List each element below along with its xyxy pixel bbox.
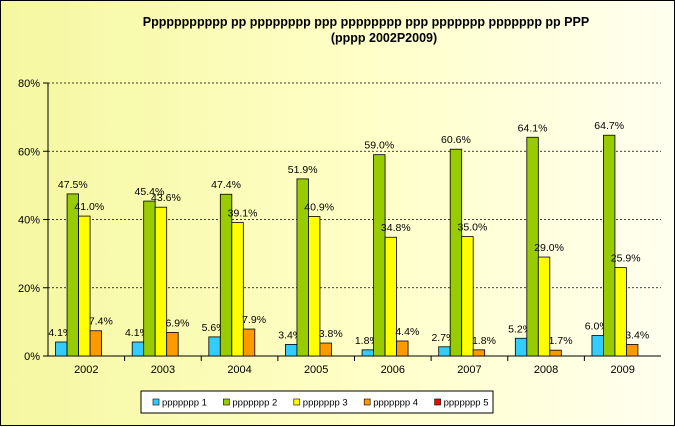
legend-box xyxy=(140,390,494,414)
data-label: 4.1% xyxy=(125,327,149,339)
x-tick-label: 2008 xyxy=(534,364,558,376)
legend-swatch xyxy=(152,398,160,406)
bar xyxy=(154,206,168,357)
data-label: 41.0% xyxy=(74,201,104,213)
data-label: 4.1% xyxy=(48,327,72,339)
y-tick-label: 0% xyxy=(24,351,40,363)
bar xyxy=(526,136,539,357)
bar xyxy=(461,236,474,357)
bar xyxy=(78,215,91,357)
bar xyxy=(472,349,486,357)
data-label: 1.7% xyxy=(549,335,573,347)
bar xyxy=(626,343,639,357)
data-label: 1.8% xyxy=(355,335,379,347)
legend-swatch xyxy=(363,398,371,406)
data-label: 3.8% xyxy=(319,328,343,340)
legend-label: ppppppp 5 xyxy=(444,398,489,409)
x-tick-label: 2005 xyxy=(304,364,328,376)
data-label: 25.9% xyxy=(611,253,641,265)
legend-label: ppppppp 2 xyxy=(232,398,277,409)
data-label: 29.0% xyxy=(534,242,564,254)
bar xyxy=(603,134,616,357)
data-label: 3.4% xyxy=(625,329,649,341)
bar xyxy=(537,256,551,357)
data-label: 6.0% xyxy=(585,321,609,333)
bar xyxy=(285,343,298,357)
data-label: 2.7% xyxy=(431,332,455,344)
bar xyxy=(591,335,604,357)
bar xyxy=(319,342,332,357)
legend-label: ppppppp 4 xyxy=(373,398,418,409)
bar xyxy=(166,332,179,357)
data-label: 4.4% xyxy=(395,326,419,338)
x-tick-label: 2004 xyxy=(227,364,251,376)
legend-swatch xyxy=(434,398,441,406)
y-tick-label: 60% xyxy=(18,146,40,158)
legend-swatch xyxy=(293,398,301,406)
bar xyxy=(396,340,409,357)
chart-title: Ppppppppppp pp pppppppp ppp pppppppp ppp… xyxy=(143,15,589,29)
bar xyxy=(549,349,562,357)
bar xyxy=(384,236,397,357)
x-tick-label: 2009 xyxy=(610,364,634,376)
data-label: 1.8% xyxy=(472,335,496,347)
bar xyxy=(208,336,221,357)
bar xyxy=(438,346,451,357)
y-tick-label: 80% xyxy=(18,78,40,90)
bar xyxy=(614,267,627,357)
x-tick-label: 2003 xyxy=(151,364,175,376)
data-label: 60.6% xyxy=(441,134,471,146)
y-tick-label: 40% xyxy=(18,215,40,227)
data-label: 7.9% xyxy=(242,314,266,326)
x-tick-label: 2002 xyxy=(74,364,98,376)
data-label: 5.2% xyxy=(508,323,532,335)
data-label: 43.6% xyxy=(151,192,181,204)
data-label: 64.7% xyxy=(594,120,624,132)
bar xyxy=(89,330,102,357)
legend: ppppppp 1 ppppppp 2 ppppppp 3 ppppppp 4 pppp… xyxy=(140,390,494,414)
x-tick-label: 2006 xyxy=(381,364,405,376)
y-tick-label: 20% xyxy=(18,283,40,295)
data-label: 5.6% xyxy=(202,322,226,334)
bar xyxy=(143,200,156,357)
bar xyxy=(449,148,463,357)
data-label: 7.4% xyxy=(89,316,113,328)
bar xyxy=(242,328,256,357)
data-label: 47.4% xyxy=(211,179,241,191)
bar xyxy=(55,341,68,357)
legend-label: ppppppp 3 xyxy=(303,398,348,409)
data-label: 64.1% xyxy=(518,122,548,134)
data-label: 45.4% xyxy=(135,186,165,198)
chart-subtitle: (pppp 2002P2009) xyxy=(331,31,437,45)
data-label: 3.4% xyxy=(278,329,302,341)
plot-area: 0% 20% 40% 60% 80% 4.1% 47.5% 41.0% 7.4% 2002 4.1%… xyxy=(18,78,661,376)
legend-label: ppppppp 1 xyxy=(162,398,207,409)
data-label: 47.5% xyxy=(58,179,88,191)
data-label: 34.8% xyxy=(381,222,411,234)
data-label: 39.1% xyxy=(228,208,258,220)
bar xyxy=(373,154,386,357)
bar xyxy=(66,193,79,357)
data-label: 59.0% xyxy=(364,140,394,152)
legend-swatch xyxy=(223,398,230,406)
data-label: 51.9% xyxy=(288,164,318,176)
bar xyxy=(231,222,244,357)
bar xyxy=(308,216,321,357)
x-tick-label: 2007 xyxy=(457,364,481,376)
bar xyxy=(514,337,528,357)
data-label: 6.9% xyxy=(165,317,189,329)
data-label: 40.9% xyxy=(304,201,334,213)
bar xyxy=(131,341,145,357)
bar xyxy=(361,349,374,357)
data-label: 35.0% xyxy=(458,222,488,234)
